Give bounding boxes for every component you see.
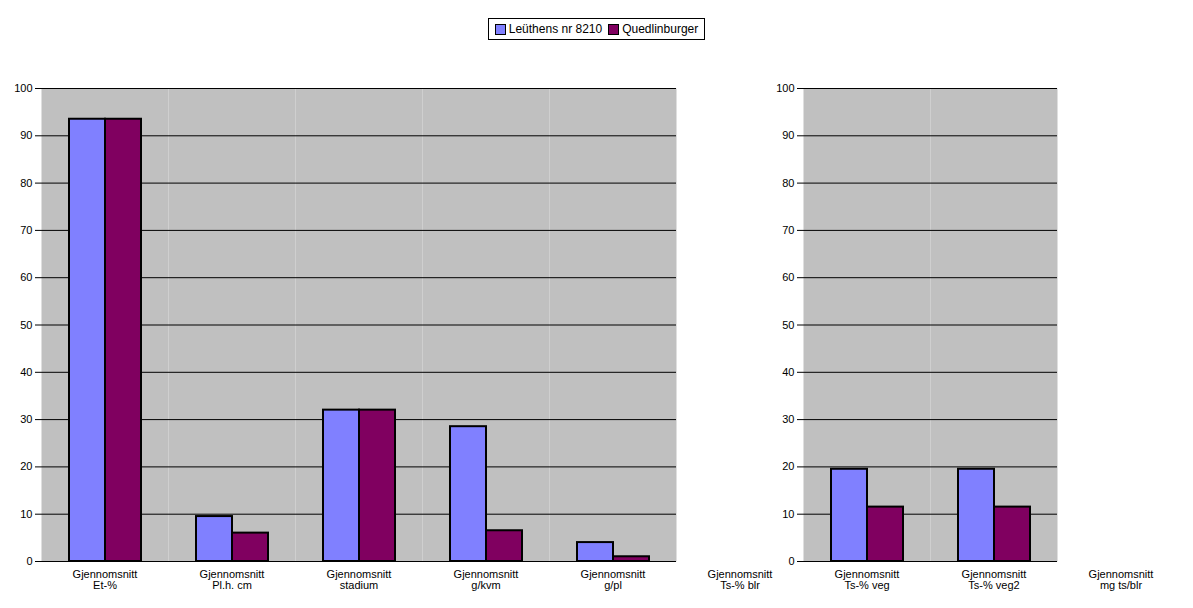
svg-text:50: 50 [20,319,32,331]
svg-text:60: 60 [20,271,32,283]
svg-text:40: 40 [20,366,32,378]
svg-text:Gjennomsnittstadium: Gjennomsnittstadium [327,568,392,591]
svg-text:80: 80 [20,177,32,189]
svg-text:40: 40 [782,366,794,378]
svg-text:0: 0 [26,555,32,567]
svg-text:50: 50 [782,319,794,331]
svg-text:90: 90 [782,129,794,141]
svg-text:10: 10 [20,508,32,520]
svg-text:100: 100 [776,82,794,94]
svg-text:60: 60 [782,271,794,283]
svg-text:GjennomsnittPl.h. cm: GjennomsnittPl.h. cm [200,568,265,591]
svg-text:0: 0 [788,555,794,567]
svg-text:20: 20 [782,460,794,472]
svg-text:20: 20 [20,460,32,472]
svg-text:70: 70 [782,224,794,236]
svg-text:80: 80 [782,177,794,189]
svg-text:90: 90 [20,129,32,141]
svg-text:Gjennomsnittg/pl: Gjennomsnittg/pl [581,568,646,591]
svg-text:100: 100 [14,82,32,94]
svg-text:GjennomsnittEt-%: GjennomsnittEt-% [73,568,138,591]
svg-text:Gjennomsnittmg ts/blr: Gjennomsnittmg ts/blr [1089,568,1154,591]
svg-text:30: 30 [20,413,32,425]
svg-text:GjennomsnittTs-% veg2: GjennomsnittTs-% veg2 [962,568,1027,591]
svg-text:Gjennomsnittg/kvm: Gjennomsnittg/kvm [454,568,519,591]
svg-text:70: 70 [20,224,32,236]
html-text:Leüthens nr 8210: Leüthens nr 8210 [508,22,603,36]
html-text:Quedlinburger: Quedlinburger [622,22,699,36]
svg-text:GjennomsnittTs-% veg: GjennomsnittTs-% veg [835,568,900,591]
svg-text:GjennomsnittTs-% blr: GjennomsnittTs-% blr [708,568,773,591]
svg-text:30: 30 [782,413,794,425]
svg-text:10: 10 [782,508,794,520]
